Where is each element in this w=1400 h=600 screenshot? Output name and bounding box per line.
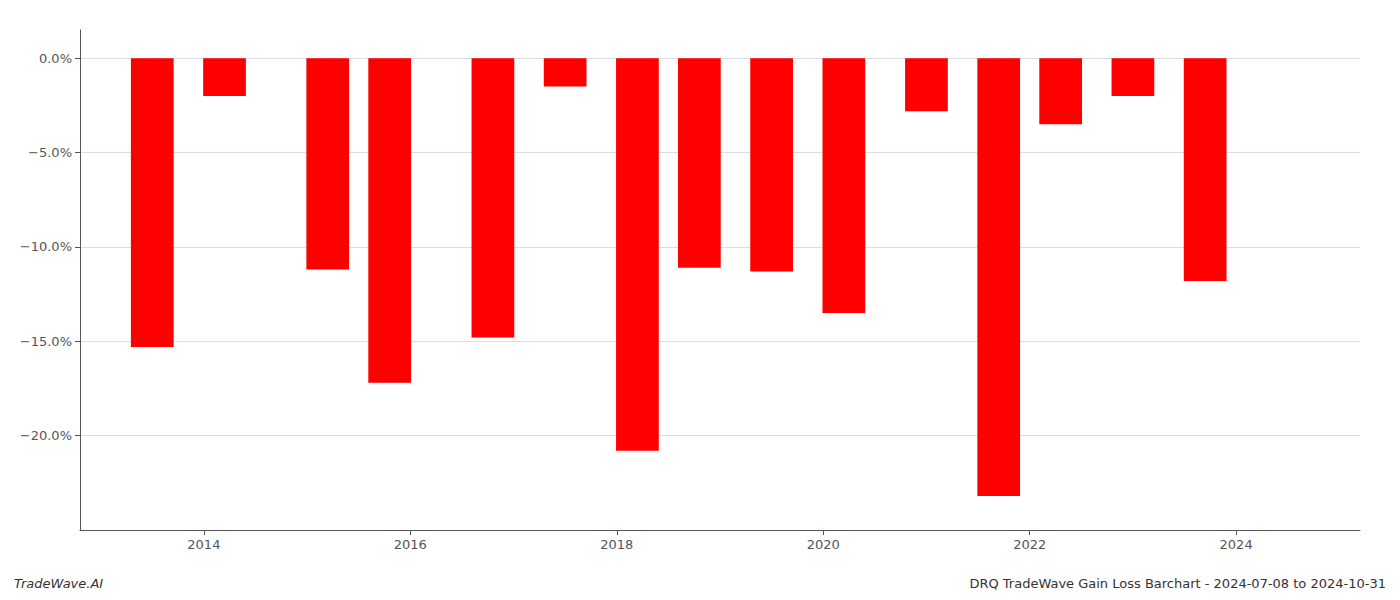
svg-text:−10.0%: −10.0% — [20, 239, 72, 254]
svg-text:2024: 2024 — [1220, 537, 1253, 552]
svg-text:−15.0%: −15.0% — [20, 334, 72, 349]
svg-text:2018: 2018 — [600, 537, 633, 552]
svg-text:0.0%: 0.0% — [39, 51, 72, 66]
svg-text:−5.0%: −5.0% — [28, 145, 72, 160]
svg-text:DRQ TradeWave Gain Loss Barcha: DRQ TradeWave Gain Loss Barchart - 2024-… — [969, 576, 1386, 591]
svg-text:2016: 2016 — [394, 537, 427, 552]
svg-text:2020: 2020 — [807, 537, 840, 552]
svg-text:2022: 2022 — [1013, 537, 1046, 552]
svg-text:−20.0%: −20.0% — [20, 428, 72, 443]
svg-text:2014: 2014 — [187, 537, 220, 552]
svg-text:TradeWave.AI: TradeWave.AI — [14, 576, 103, 591]
